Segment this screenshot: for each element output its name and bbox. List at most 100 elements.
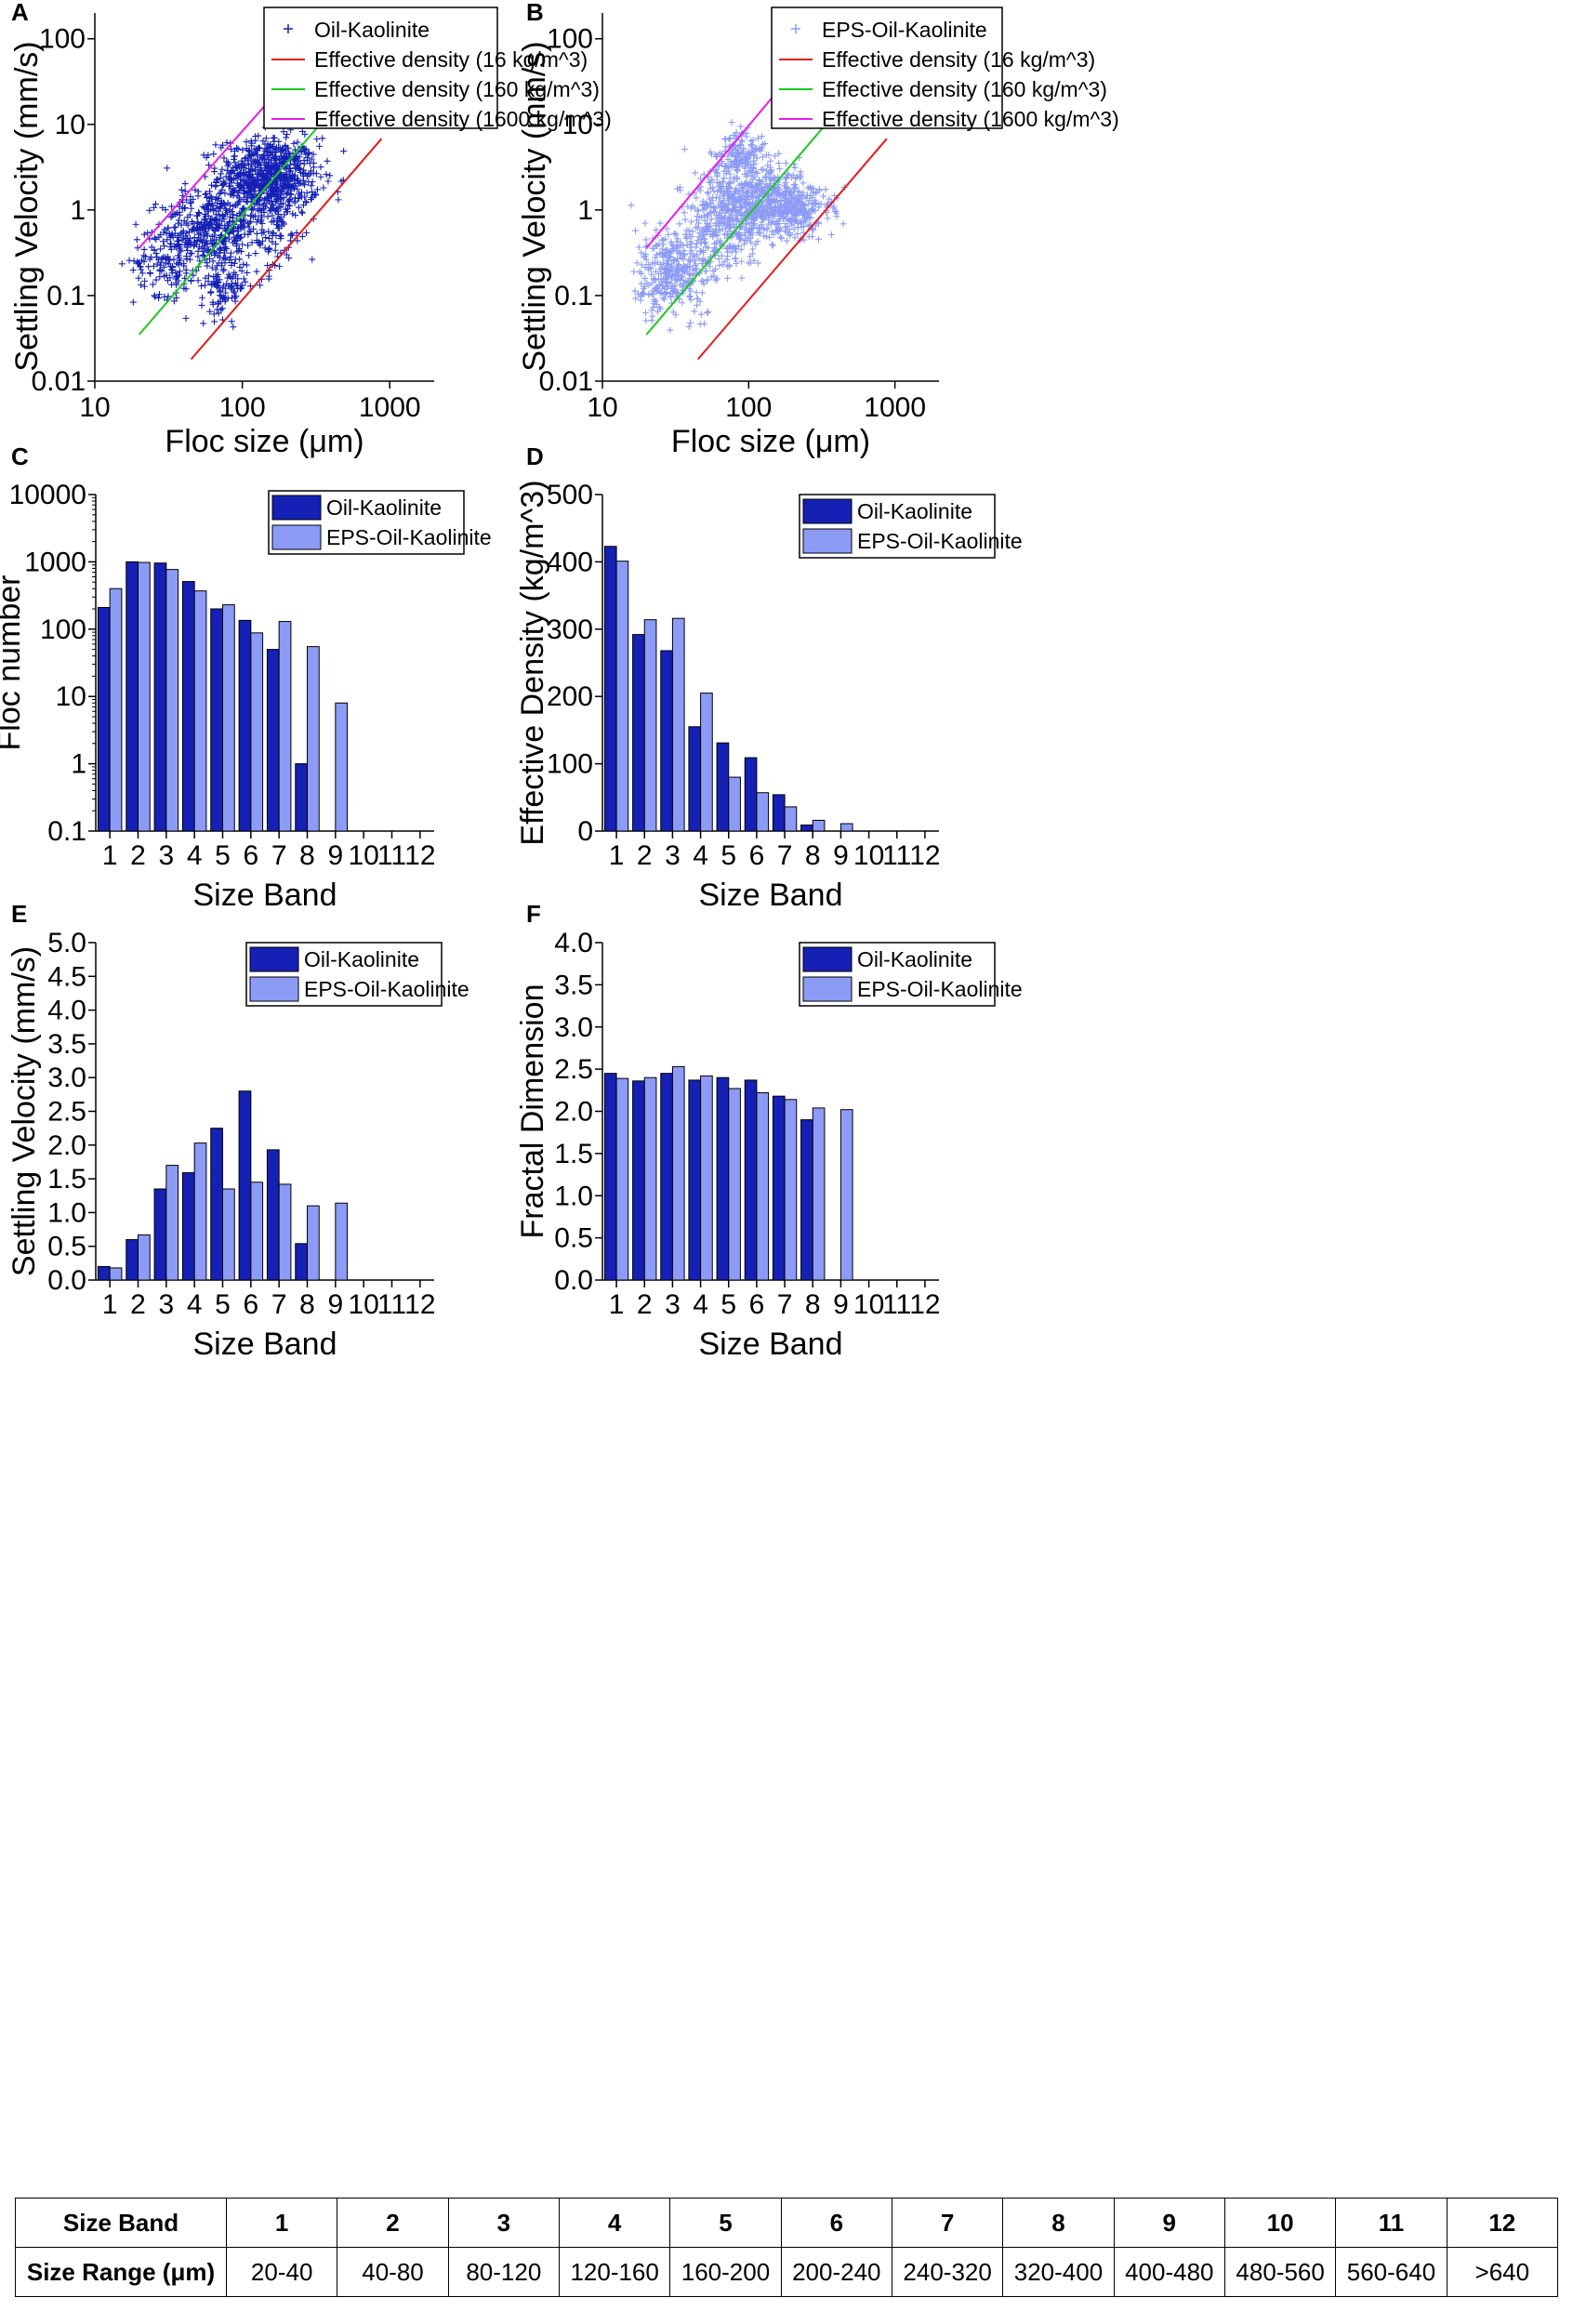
scatter-point	[653, 226, 660, 233]
scatter-point	[165, 260, 172, 268]
scatter-point	[791, 200, 799, 207]
scatter-point	[305, 150, 312, 157]
scatter-point	[671, 282, 679, 289]
scatter-point	[296, 153, 303, 161]
scatter-point	[203, 237, 210, 244]
x-tick-label: 10	[587, 392, 617, 423]
scatter-point	[760, 216, 767, 223]
legend-label: Oil-Kaolinite	[857, 947, 972, 971]
scatter-point	[677, 276, 684, 284]
scatter-point	[323, 171, 330, 178]
scatter-point	[758, 144, 765, 152]
scatter-point	[222, 211, 230, 218]
scatter-point	[792, 193, 800, 201]
scatter-point	[142, 253, 150, 260]
scatter-point	[727, 221, 734, 229]
scatter-point	[209, 202, 217, 209]
panel-letter: B	[526, 0, 544, 26]
scatter-point	[279, 200, 286, 207]
scatter-point	[719, 225, 726, 232]
scatter-point	[747, 138, 755, 145]
scatter-point	[724, 152, 732, 160]
scatter-point	[200, 231, 207, 239]
scatter-point	[794, 207, 801, 215]
scatter-point	[747, 172, 755, 179]
scatter-point	[167, 240, 175, 247]
scatter-point	[786, 187, 793, 194]
table-cell: 200-240	[780, 2247, 892, 2297]
y-tick-label: 0.0	[554, 1265, 593, 1296]
scatter-point	[737, 203, 745, 210]
scatter-point	[274, 198, 282, 205]
scatter-point	[182, 253, 190, 260]
scatter-point	[743, 237, 750, 244]
scatter-point	[206, 219, 214, 227]
scatter-point	[771, 213, 778, 220]
scatter-point	[762, 174, 770, 181]
scatter-point	[251, 163, 258, 170]
scatter-point	[135, 260, 142, 268]
size-band-table: Size Band 1 2 3 4 5 6 7 8 9 10 11 12 Siz…	[15, 2198, 1559, 2297]
scatter-point	[778, 234, 786, 242]
scatter-point	[250, 192, 258, 200]
scatter-point	[748, 141, 756, 149]
scatter-point	[732, 244, 739, 252]
scatter-point	[839, 220, 847, 228]
scatter-point	[734, 190, 742, 197]
scatter-point	[214, 306, 221, 313]
bar-oil-kaolinite	[295, 1243, 309, 1281]
scatter-point	[648, 307, 655, 314]
legend-label: EPS-Oil-Kaolinite	[304, 977, 469, 1001]
x-tick-label: 10	[348, 1289, 378, 1320]
legend-label: Effective density (1600 kg/m^3)	[314, 107, 612, 131]
scatter-point	[272, 192, 280, 200]
scatter-point	[723, 222, 731, 230]
scatter-point	[240, 260, 247, 268]
scatter-point	[749, 157, 757, 165]
scatter-point	[203, 190, 210, 197]
scatter-point	[210, 236, 218, 244]
scatter-point	[219, 282, 227, 289]
scatter-point	[166, 257, 174, 264]
scatter-point	[737, 245, 745, 253]
scatter-point	[674, 235, 681, 243]
x-axis-label: Size Band	[699, 878, 843, 913]
scatter-point	[751, 160, 759, 167]
scatter-point	[269, 230, 276, 237]
scatter-point	[247, 218, 255, 225]
scatter-point	[265, 245, 272, 253]
scatter-point	[780, 216, 787, 223]
scatter-point	[698, 289, 706, 297]
scatter-point	[261, 159, 269, 166]
y-axis-label: Effective Density (kg/m^3)	[515, 480, 550, 845]
scatter-point	[706, 225, 713, 232]
scatter-point	[212, 196, 219, 204]
scatter-point	[725, 228, 733, 235]
table-header-size-band: Size Band	[15, 2198, 227, 2248]
scatter-point	[227, 191, 234, 198]
scatter-point	[222, 205, 230, 213]
scatter-point	[749, 164, 757, 171]
scatter-point	[172, 275, 179, 283]
x-tick-label: 5	[720, 1289, 736, 1320]
y-tick-label: 1.5	[47, 1164, 86, 1195]
legend-swatch	[802, 976, 853, 1002]
scatter-point	[672, 231, 680, 238]
legend-label: Effective density (1600 kg/m^3)	[822, 107, 1119, 131]
scatter-point	[249, 225, 257, 232]
scatter-point	[317, 164, 324, 171]
scatter-point	[308, 155, 315, 163]
scatter-point	[741, 158, 748, 165]
bar-eps-oil-kaolinite	[109, 1267, 123, 1281]
scatter-point	[824, 215, 831, 222]
y-tick-label: 100	[39, 24, 86, 55]
bar-eps-oil-kaolinite	[193, 1142, 207, 1281]
scatter-point	[254, 157, 261, 165]
scatter-point	[309, 178, 316, 186]
scatter-point	[765, 204, 773, 211]
scatter-point	[740, 241, 747, 248]
scatter-point	[152, 201, 159, 208]
scatter-point	[641, 254, 648, 261]
scatter-point	[733, 152, 740, 160]
bar-oil-kaolinite	[266, 649, 280, 832]
